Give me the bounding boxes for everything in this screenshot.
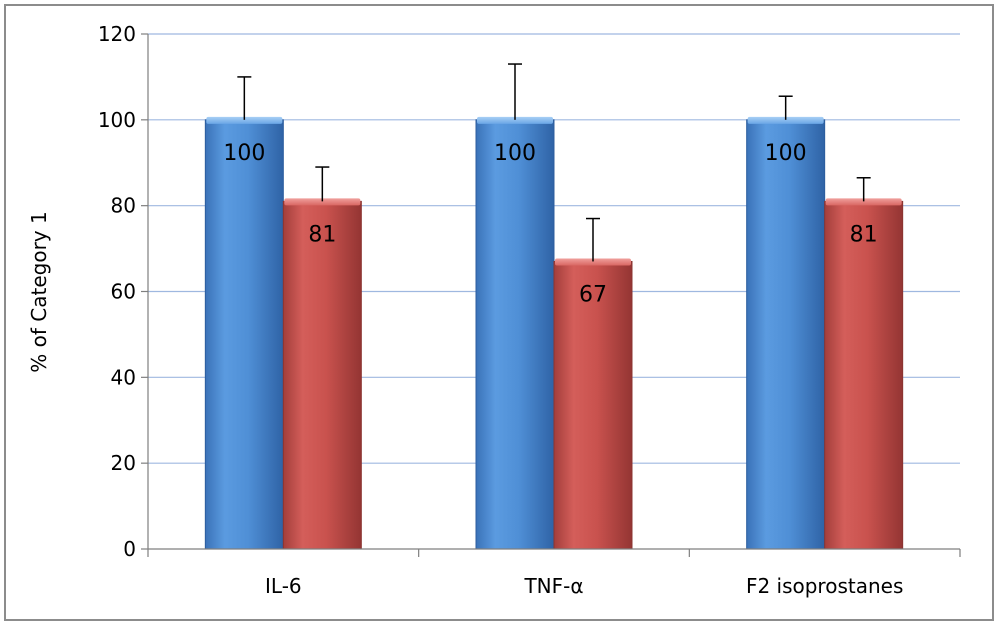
x-category-label: F2 isoprostanes bbox=[746, 574, 903, 598]
data-label: 67 bbox=[579, 282, 607, 307]
bar-top-highlight bbox=[747, 116, 824, 124]
bar-top-highlight bbox=[555, 258, 631, 266]
bar-top-highlight bbox=[206, 116, 283, 124]
bar bbox=[475, 119, 555, 550]
bar bbox=[553, 260, 633, 550]
x-category-label: TNF-α bbox=[523, 574, 583, 598]
y-tick-label: 100 bbox=[98, 108, 136, 132]
y-axis-label: % of Category 1 bbox=[27, 211, 51, 372]
bar bbox=[204, 119, 284, 550]
bar bbox=[282, 200, 362, 550]
bar bbox=[746, 119, 826, 550]
y-tick-label: 80 bbox=[111, 194, 136, 218]
bar-top-highlight bbox=[284, 198, 361, 206]
data-label: 100 bbox=[223, 141, 265, 166]
data-label: 81 bbox=[308, 222, 336, 247]
y-tick-label: 120 bbox=[98, 22, 136, 46]
bar-top-highlight bbox=[477, 116, 553, 124]
y-tick-label: 60 bbox=[111, 280, 136, 304]
bar bbox=[824, 200, 904, 550]
y-tick-label: 0 bbox=[123, 537, 136, 561]
data-label: 100 bbox=[765, 141, 807, 166]
bar-top-highlight bbox=[825, 198, 902, 206]
x-category-label: IL-6 bbox=[265, 574, 302, 598]
data-label: 100 bbox=[494, 141, 536, 166]
y-tick-label: 20 bbox=[111, 451, 136, 475]
y-tick-label: 40 bbox=[111, 365, 136, 389]
data-label: 81 bbox=[850, 222, 878, 247]
